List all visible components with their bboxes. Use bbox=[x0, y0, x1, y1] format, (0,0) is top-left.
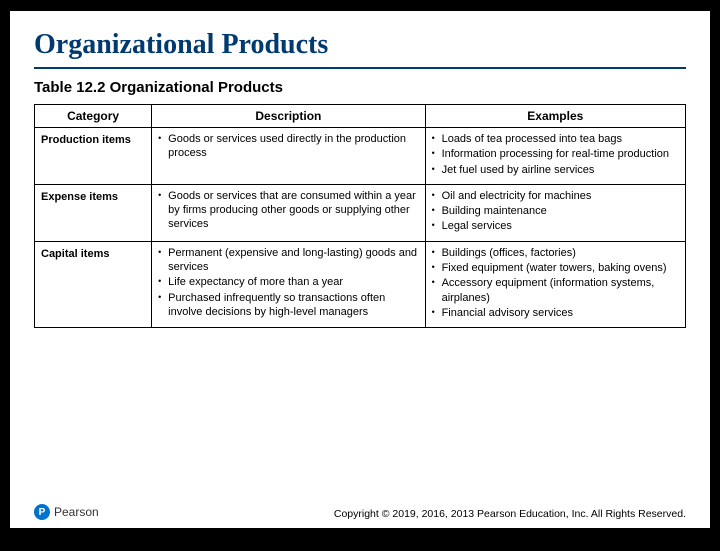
bullet-icon: • bbox=[156, 132, 168, 146]
example-item: •Oil and electricity for machines bbox=[430, 189, 681, 203]
slide-title: Organizational Products bbox=[34, 29, 686, 69]
table-header-row: Category Description Examples bbox=[35, 105, 686, 128]
description-text: Purchased infrequently so transactions o… bbox=[168, 291, 420, 320]
example-text: Jet fuel used by airline services bbox=[442, 163, 681, 177]
example-item: •Loads of tea processed into tea bags bbox=[430, 132, 681, 146]
description-item: •Goods or services that are consumed wit… bbox=[156, 189, 420, 232]
table-body: Production items•Goods or services used … bbox=[35, 128, 686, 328]
cell-examples: •Buildings (offices, factories)•Fixed eq… bbox=[425, 241, 685, 327]
example-item: •Building maintenance bbox=[430, 204, 681, 218]
example-list: •Oil and electricity for machines•Buildi… bbox=[430, 189, 681, 234]
description-text: Permanent (expensive and long-lasting) g… bbox=[168, 246, 420, 275]
example-item: •Financial advisory services bbox=[430, 306, 681, 320]
description-text: Goods or services used directly in the p… bbox=[168, 132, 420, 161]
example-text: Accessory equipment (information systems… bbox=[442, 276, 681, 305]
slide: Organizational Products Table 12.2 Organ… bbox=[10, 11, 710, 528]
cell-description: •Goods or services used directly in the … bbox=[152, 128, 425, 185]
bullet-icon: • bbox=[430, 219, 442, 233]
footer: P Pearson Copyright © 2019, 2016, 2013 P… bbox=[34, 504, 686, 520]
header-examples: Examples bbox=[425, 105, 685, 128]
cell-examples: •Oil and electricity for machines•Buildi… bbox=[425, 184, 685, 241]
copyright-text: Copyright © 2019, 2016, 2013 Pearson Edu… bbox=[334, 508, 686, 520]
description-list: •Goods or services that are consumed wit… bbox=[156, 189, 420, 232]
products-table: Category Description Examples Production… bbox=[34, 104, 686, 328]
bullet-icon: • bbox=[156, 291, 168, 305]
example-item: •Jet fuel used by airline services bbox=[430, 163, 681, 177]
example-text: Financial advisory services bbox=[442, 306, 681, 320]
example-item: •Information processing for real-time pr… bbox=[430, 147, 681, 161]
bullet-icon: • bbox=[430, 147, 442, 161]
example-text: Fixed equipment (water towers, baking ov… bbox=[442, 261, 681, 275]
description-list: •Goods or services used directly in the … bbox=[156, 132, 420, 161]
example-list: •Loads of tea processed into tea bags•In… bbox=[430, 132, 681, 177]
bullet-icon: • bbox=[430, 189, 442, 203]
cell-category: Expense items bbox=[35, 184, 152, 241]
example-item: •Buildings (offices, factories) bbox=[430, 246, 681, 260]
bullet-icon: • bbox=[430, 276, 442, 290]
description-item: •Goods or services used directly in the … bbox=[156, 132, 420, 161]
bullet-icon: • bbox=[430, 163, 442, 177]
example-item: •Accessory equipment (information system… bbox=[430, 276, 681, 305]
example-item: •Fixed equipment (water towers, baking o… bbox=[430, 261, 681, 275]
pearson-mark-icon: P bbox=[34, 504, 50, 520]
table-row: Capital items•Permanent (expensive and l… bbox=[35, 241, 686, 327]
bullet-icon: • bbox=[156, 275, 168, 289]
description-text: Goods or services that are consumed with… bbox=[168, 189, 420, 232]
bullet-icon: • bbox=[430, 132, 442, 146]
table-caption: Table 12.2 Organizational Products bbox=[34, 79, 686, 96]
pearson-wordmark: Pearson bbox=[54, 505, 99, 519]
header-description: Description bbox=[152, 105, 425, 128]
header-category: Category bbox=[35, 105, 152, 128]
description-list: •Permanent (expensive and long-lasting) … bbox=[156, 246, 420, 319]
description-text: Life expectancy of more than a year bbox=[168, 275, 420, 289]
table-row: Expense items•Goods or services that are… bbox=[35, 184, 686, 241]
bullet-icon: • bbox=[156, 189, 168, 203]
bullet-icon: • bbox=[156, 246, 168, 260]
bullet-icon: • bbox=[430, 204, 442, 218]
cell-examples: •Loads of tea processed into tea bags•In… bbox=[425, 128, 685, 185]
example-text: Loads of tea processed into tea bags bbox=[442, 132, 681, 146]
example-list: •Buildings (offices, factories)•Fixed eq… bbox=[430, 246, 681, 320]
cell-description: •Permanent (expensive and long-lasting) … bbox=[152, 241, 425, 327]
cell-description: •Goods or services that are consumed wit… bbox=[152, 184, 425, 241]
example-text: Oil and electricity for machines bbox=[442, 189, 681, 203]
description-item: •Permanent (expensive and long-lasting) … bbox=[156, 246, 420, 275]
description-item: •Life expectancy of more than a year bbox=[156, 275, 420, 289]
example-text: Building maintenance bbox=[442, 204, 681, 218]
cell-category: Capital items bbox=[35, 241, 152, 327]
example-item: •Legal services bbox=[430, 219, 681, 233]
cell-category: Production items bbox=[35, 128, 152, 185]
bullet-icon: • bbox=[430, 246, 442, 260]
description-item: •Purchased infrequently so transactions … bbox=[156, 291, 420, 320]
example-text: Legal services bbox=[442, 219, 681, 233]
bullet-icon: • bbox=[430, 306, 442, 320]
bullet-icon: • bbox=[430, 261, 442, 275]
table-row: Production items•Goods or services used … bbox=[35, 128, 686, 185]
pearson-logo: P Pearson bbox=[34, 504, 99, 520]
example-text: Buildings (offices, factories) bbox=[442, 246, 681, 260]
example-text: Information processing for real-time pro… bbox=[442, 147, 681, 161]
